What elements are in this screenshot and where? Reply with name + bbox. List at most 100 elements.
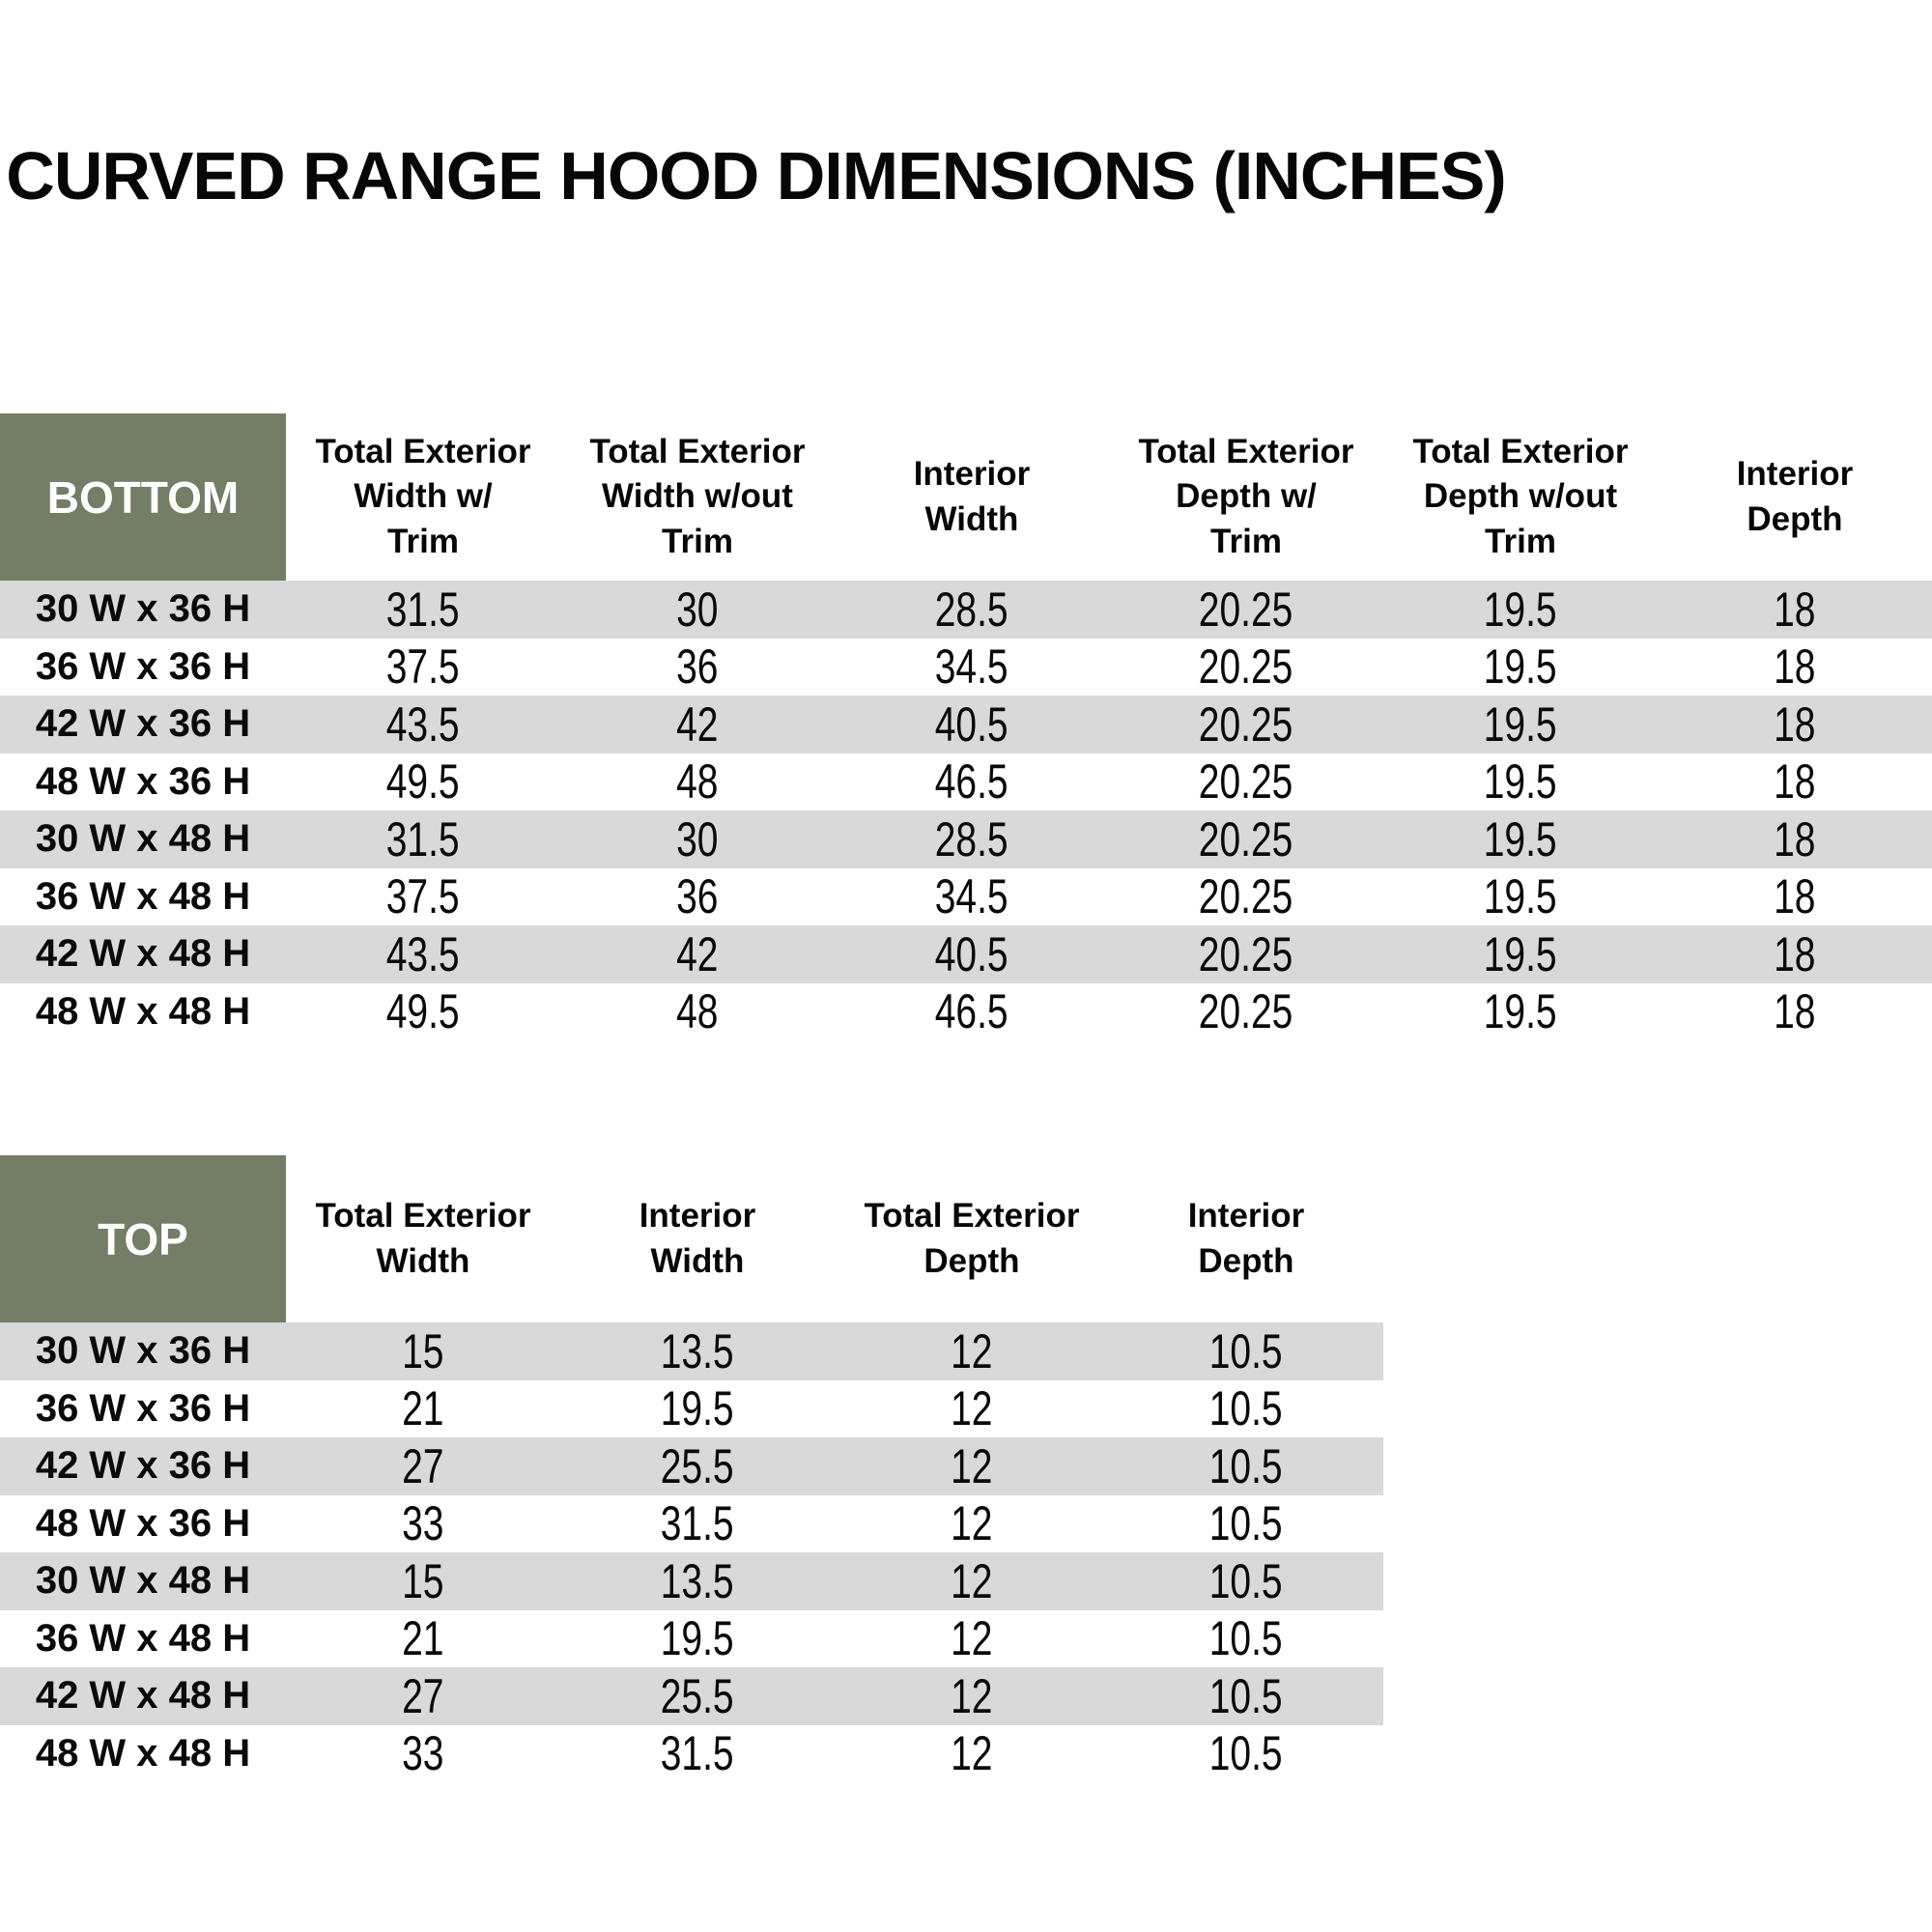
row-label: 48 W x 48 H	[35, 1731, 251, 1775]
row-label: 30 W x 36 H	[35, 587, 251, 631]
row-label: 48 W x 36 H	[35, 1501, 251, 1545]
cell-interior-depth: 18	[1658, 983, 1932, 1039]
cell-exterior-depth-with-trim: 20.25	[1109, 811, 1383, 867]
cell-value: 30	[676, 582, 719, 637]
cell-exterior-width: 15	[286, 1553, 560, 1609]
cell-exterior-width: 21	[286, 1380, 560, 1436]
top-table-column-headers: Total Exterior Width Interior Width Tota…	[286, 1155, 1383, 1322]
cell-value: 18	[1774, 696, 1816, 752]
table-row: 42 W x 48 H 27 25.5 12 10.5	[0, 1667, 1383, 1725]
cell-value: 18	[1774, 811, 1816, 867]
top-table-rows: 30 W x 36 H 15 13.5 12 10.5 36 W x 36 H …	[0, 1322, 1383, 1782]
cell-interior-depth: 10.5	[1109, 1438, 1383, 1494]
cell-interior-depth: 18	[1658, 582, 1932, 638]
column-header: Total Exterior Width w/ Trim	[315, 433, 531, 560]
cell-value: 33	[402, 1726, 444, 1781]
cell-value: 49.5	[386, 754, 460, 810]
cell-interior-depth: 10.5	[1109, 1553, 1383, 1609]
cell-exterior-width-with-trim: 49.5	[286, 983, 560, 1039]
table-row: 48 W x 36 H 49.5 48 46.5 20.25 19.5 18	[0, 753, 1932, 811]
cell-value: 12	[951, 1496, 993, 1551]
row-label: 42 W x 36 H	[35, 1444, 251, 1488]
cell-value: 40.5	[935, 696, 1009, 752]
cell-value: 27	[402, 1668, 444, 1723]
table-row: 42 W x 36 H 27 25.5 12 10.5	[0, 1437, 1383, 1495]
cell-value: 10.5	[1209, 1323, 1283, 1378]
cell-value: 19.5	[1484, 754, 1557, 810]
cell-value: 21	[402, 1381, 444, 1436]
cell-exterior-depth-without-trim: 19.5	[1383, 696, 1658, 753]
cell-interior-depth: 10.5	[1109, 1495, 1383, 1551]
cell-interior-width: 46.5	[835, 983, 1109, 1039]
cell-value: 10.5	[1209, 1668, 1283, 1723]
cell-interior-width: 19.5	[560, 1380, 835, 1436]
row-label: 36 W x 48 H	[35, 874, 251, 918]
cell-value: 19.5	[1484, 696, 1557, 752]
cell-value: 18	[1774, 984, 1816, 1039]
cell-interior-width: 19.5	[560, 1610, 835, 1666]
cell-exterior-width-without-trim: 30	[560, 582, 835, 638]
cell-value: 12	[951, 1553, 993, 1608]
table-row: 36 W x 48 H 21 19.5 12 10.5	[0, 1610, 1383, 1668]
cell-exterior-width-without-trim: 36	[560, 868, 835, 924]
table-row: 30 W x 48 H 15 13.5 12 10.5	[0, 1552, 1383, 1610]
column-header: Total Exterior Width	[315, 1197, 531, 1280]
cell-value: 12	[951, 1726, 993, 1781]
cell-exterior-width-with-trim: 37.5	[286, 639, 560, 695]
top-table-corner-label: TOP	[0, 1155, 286, 1322]
column-header: Total Exterior Depth w/ Trim	[1138, 433, 1354, 560]
table-row: 36 W x 48 H 37.5 36 34.5 20.25 19.5 18	[0, 868, 1932, 926]
cell-value: 10.5	[1209, 1726, 1283, 1781]
cell-interior-depth: 10.5	[1109, 1725, 1383, 1781]
cell-interior-width: 34.5	[835, 868, 1109, 924]
bottom-table-corner-label: BOTTOM	[0, 413, 286, 581]
cell-value: 28.5	[935, 582, 1009, 637]
cell-exterior-width: 15	[286, 1323, 560, 1379]
table-row: 36 W x 36 H 21 19.5 12 10.5	[0, 1380, 1383, 1438]
cell-value: 40.5	[935, 926, 1009, 981]
cell-value: 13.5	[661, 1553, 734, 1608]
cell-value: 19.5	[1484, 811, 1557, 867]
cell-value: 31.5	[386, 582, 460, 637]
cell-value: 37.5	[386, 869, 460, 924]
cell-value: 19.5	[1484, 984, 1557, 1039]
cell-value: 46.5	[935, 754, 1009, 810]
cell-interior-depth: 18	[1658, 926, 1932, 982]
cell-exterior-depth-without-trim: 19.5	[1383, 811, 1658, 867]
cell-exterior-width: 33	[286, 1495, 560, 1551]
cell-exterior-width-with-trim: 31.5	[286, 582, 560, 638]
row-label: 30 W x 48 H	[35, 817, 251, 861]
cell-exterior-width-with-trim: 31.5	[286, 811, 560, 867]
column-header: Total Exterior Depth	[864, 1197, 1080, 1280]
cell-value: 25.5	[661, 1438, 734, 1493]
cell-exterior-depth-without-trim: 19.5	[1383, 983, 1658, 1039]
cell-value: 20.25	[1199, 754, 1293, 810]
cell-value: 37.5	[386, 639, 460, 695]
cell-value: 13.5	[661, 1323, 734, 1378]
row-label: 48 W x 36 H	[35, 759, 251, 803]
cell-value: 33	[402, 1496, 444, 1551]
column-header: Total Exterior Depth w/out Trim	[1412, 433, 1629, 560]
cell-value: 21	[402, 1611, 444, 1666]
column-header: Interior Width	[913, 455, 1031, 538]
bottom-table-header-row: BOTTOM Total Exterior Width w/ Trim Tota…	[0, 413, 1932, 581]
cell-interior-width: 25.5	[560, 1438, 835, 1494]
cell-exterior-depth-with-trim: 20.25	[1109, 639, 1383, 695]
column-header: Total Exterior Width w/out Trim	[589, 433, 806, 560]
cell-exterior-width: 21	[286, 1610, 560, 1666]
cell-exterior-depth-without-trim: 19.5	[1383, 868, 1658, 924]
cell-exterior-depth-with-trim: 20.25	[1109, 753, 1383, 810]
cell-exterior-depth: 12	[835, 1610, 1109, 1666]
cell-interior-width: 13.5	[560, 1323, 835, 1379]
cell-exterior-depth-without-trim: 19.5	[1383, 926, 1658, 982]
cell-value: 20.25	[1199, 639, 1293, 695]
table-row: 42 W x 48 H 43.5 42 40.5 20.25 19.5 18	[0, 925, 1932, 983]
cell-value: 20.25	[1199, 811, 1293, 867]
cell-value: 25.5	[661, 1668, 734, 1723]
cell-exterior-depth: 12	[835, 1380, 1109, 1436]
cell-interior-depth: 18	[1658, 639, 1932, 695]
cell-exterior-depth: 12	[835, 1725, 1109, 1781]
cell-value: 10.5	[1209, 1381, 1283, 1436]
cell-value: 12	[951, 1668, 993, 1723]
cell-exterior-depth-with-trim: 20.25	[1109, 868, 1383, 924]
